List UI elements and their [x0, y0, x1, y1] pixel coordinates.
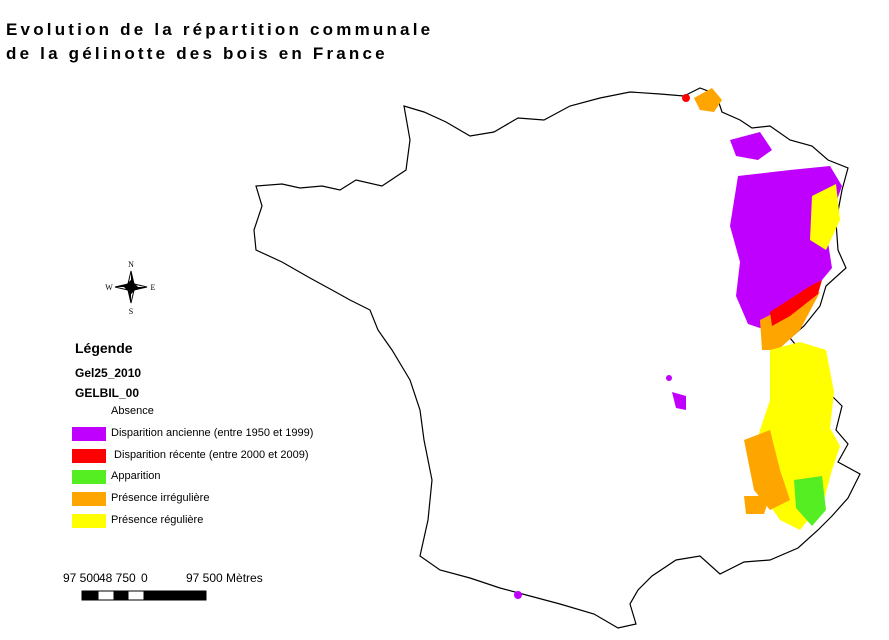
legend-swatch — [72, 449, 106, 463]
legend-label: Présence irrégulière — [111, 492, 210, 504]
legend-swatch — [72, 492, 106, 506]
france-outline — [253, 87, 861, 629]
legend-layer: Gel25_2010 — [75, 366, 142, 380]
scale-seg — [113, 590, 129, 601]
area-purple-centre — [672, 392, 686, 410]
scale-label: 97 500 — [63, 571, 100, 585]
title-line: de la gélinotte des bois en France — [6, 44, 388, 63]
legend-label: Apparition — [111, 470, 161, 482]
compass: N S E W — [105, 260, 155, 316]
title-line: Evolution de la répartition communale — [6, 20, 434, 39]
area-purple-north — [730, 132, 772, 160]
legend-title: Légende — [75, 340, 133, 356]
scale-label: 48 750 — [99, 571, 136, 585]
legend-label: Disparition ancienne (entre 1950 et 1999… — [111, 427, 314, 439]
compass-s: S — [129, 307, 133, 316]
area-yellow-vosges — [810, 184, 840, 250]
legend-swatch — [72, 514, 106, 528]
legend-swatch — [72, 470, 106, 484]
scale-seg — [143, 590, 207, 601]
compass-rose-fill — [115, 271, 147, 303]
scale-seg — [81, 590, 99, 601]
area-red-north — [682, 94, 690, 102]
scale-seg — [97, 590, 115, 601]
compass-w: W — [105, 283, 113, 292]
area-orange-north — [694, 88, 722, 112]
legend-label: Absence — [111, 405, 154, 417]
area-orange-south — [744, 496, 770, 514]
area-orange-jura — [760, 292, 820, 350]
compass-center — [123, 279, 139, 295]
legend-label: Disparition récente (entre 2000 et 2009) — [111, 449, 309, 461]
legend-swatch — [72, 427, 106, 441]
compass-n: N — [128, 260, 134, 269]
area-green-alps — [794, 476, 826, 526]
area-purple-pyrenees — [514, 591, 522, 599]
compass-e: E — [151, 283, 156, 292]
area-purple-centre-small — [666, 375, 672, 381]
scale-label: 0 — [141, 571, 148, 585]
scale-seg — [127, 590, 145, 601]
legend-field: GELBIL_00 — [75, 386, 140, 400]
area-orange-alps — [744, 430, 790, 510]
scale-bar — [81, 590, 207, 601]
legend-swatch — [72, 405, 106, 419]
scale-label: 97 500 Mètres — [186, 571, 263, 585]
distribution-areas — [514, 88, 842, 599]
area-red-jura — [770, 280, 822, 326]
legend-label: Présence régulière — [111, 514, 204, 526]
